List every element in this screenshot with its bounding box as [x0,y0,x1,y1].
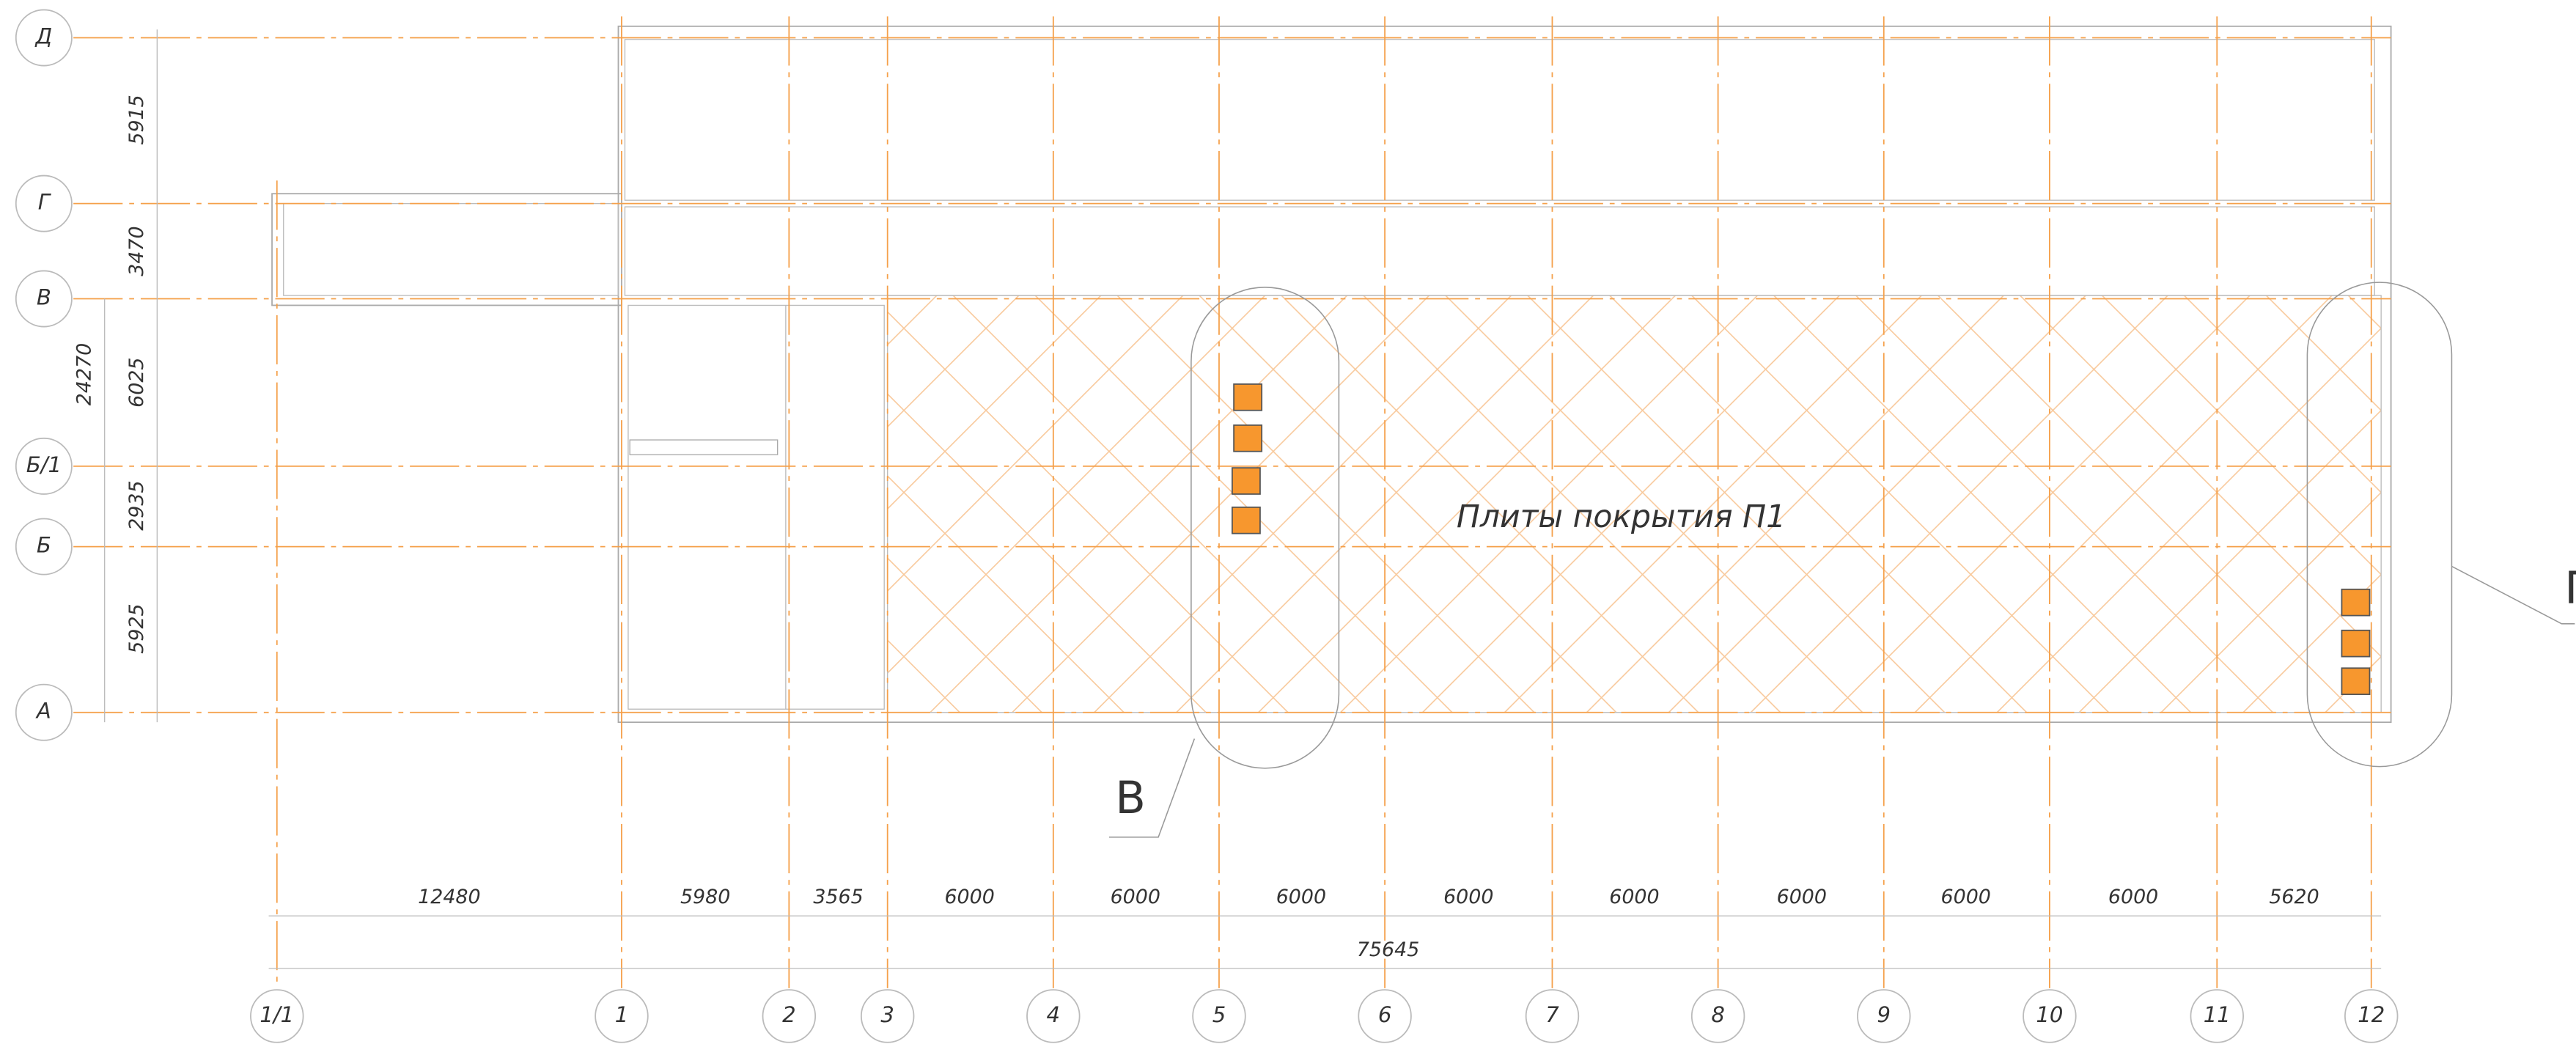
dimension: 5925 [125,603,148,653]
axis-label: 7 [1545,1002,1559,1027]
axis-label: 8 [1711,1002,1725,1027]
axis-label: В [37,284,51,309]
axis-label: 11 [2204,1002,2231,1027]
dimension: 6000 [1443,886,1493,908]
dimension: 5620 [2269,886,2319,908]
row-bubbles: Д Г В Б/1 Б А [16,10,72,740]
callout-label: Г [2564,563,2576,614]
dimension-total: 75645 [1357,938,1419,961]
column-bubbles: 1/1 1 2 3 4 5 6 7 8 9 10 11 12 [251,990,2398,1043]
axis-label: 2 [782,1002,796,1027]
axis-label: Б [37,533,51,558]
building [272,26,2391,722]
dimension: 6000 [1941,886,1991,908]
axis-label: 3 [880,1002,894,1027]
dimension: 6000 [1609,886,1659,908]
axis-label: 6 [1378,1002,1392,1027]
dimension: 5915 [125,95,148,144]
axis-label: 4 [1047,1002,1061,1027]
dimension: 6000 [1276,886,1326,908]
callout-label: В [1115,773,1145,824]
axis-label: А [35,699,51,724]
dimension: 6000 [1111,886,1160,908]
axis-label: Б/1 [26,452,62,477]
dimension: 6000 [2108,886,2158,908]
dimension: 12480 [418,886,480,908]
dimension: 2935 [125,480,148,530]
dimension: 6000 [1777,886,1827,908]
dimension-total: 24270 [73,343,95,405]
bottom-dimensions: 12480 5980 3565 6000 6000 6000 6000 6000… [418,886,2319,961]
dimension: 5980 [680,886,730,908]
dimension: 6025 [125,358,148,408]
floor-plan: Д Г В Б/1 Б А 1/1 1 2 3 4 5 6 7 8 9 10 1… [0,0,2576,1044]
axis-label: 10 [2036,1002,2063,1027]
axis-label: 1/1 [260,1002,294,1027]
axis-label: 5 [1212,1002,1226,1027]
axis-label: Д [34,23,52,48]
axis-label: 1 [615,1002,629,1027]
dimension: 3565 [813,886,863,908]
left-dimensions: 5915 3470 6025 2935 5925 24270 [73,95,148,653]
axis-label: 12 [2358,1002,2385,1027]
plates-label: Плиты покрытия П1 [1457,499,1786,535]
axis-label: Г [38,190,52,215]
axis-label: 9 [1877,1002,1891,1027]
dimension: 6000 [944,886,994,908]
dimension: 3470 [125,226,148,276]
